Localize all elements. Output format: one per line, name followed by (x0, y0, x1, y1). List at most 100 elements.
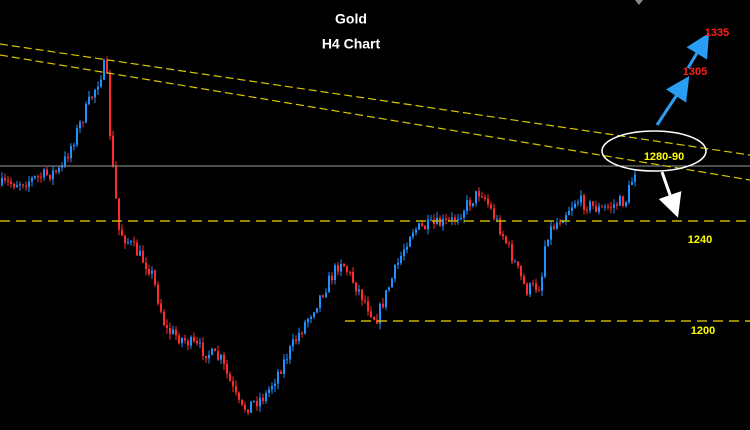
candle (304, 322, 306, 334)
candle (19, 184, 21, 186)
candle (460, 217, 462, 220)
candle (520, 265, 522, 277)
candle (484, 197, 486, 199)
candle (406, 246, 408, 250)
candle (334, 265, 336, 281)
candle (169, 327, 171, 335)
candle (502, 234, 504, 237)
candle (115, 166, 117, 199)
candle (253, 400, 255, 402)
candle (67, 156, 69, 159)
candle (382, 303, 384, 308)
candle (355, 282, 357, 292)
title: Gold (335, 11, 367, 27)
candle (292, 339, 294, 347)
candle (319, 295, 321, 308)
candle (370, 311, 372, 318)
candle (607, 206, 609, 208)
candle (385, 290, 387, 308)
candle (316, 307, 318, 313)
candle (586, 209, 588, 211)
highlight-ellipse (601, 130, 707, 172)
candle (577, 202, 579, 204)
candle (466, 200, 468, 212)
candle (418, 223, 420, 230)
candle (397, 262, 399, 265)
candle (457, 219, 459, 221)
candle (562, 221, 564, 224)
candle (298, 332, 300, 342)
candle (553, 226, 555, 229)
candle (550, 226, 552, 240)
candle (121, 229, 123, 236)
candle (469, 200, 471, 207)
candle (64, 156, 66, 166)
candle (409, 236, 411, 247)
candle (478, 191, 480, 197)
candle (109, 72, 111, 136)
candle (544, 246, 546, 277)
candle (448, 219, 450, 221)
candle (193, 337, 195, 342)
candle (241, 399, 243, 405)
candle (97, 86, 99, 90)
candle (49, 174, 51, 180)
candle (82, 122, 84, 124)
candle (589, 201, 591, 211)
candle (157, 284, 159, 304)
candle (523, 276, 525, 284)
candle (184, 337, 186, 341)
candle (364, 300, 366, 302)
candle (148, 269, 150, 274)
candle (610, 207, 612, 209)
candle (1, 177, 3, 185)
candle (505, 236, 507, 243)
candle (307, 318, 309, 323)
candle (559, 222, 561, 224)
candle (487, 198, 489, 205)
candle (340, 263, 342, 272)
candle (499, 218, 501, 235)
zone-label: 1280-90 (644, 151, 684, 163)
candle (511, 243, 513, 262)
candle (229, 373, 231, 382)
candle (73, 144, 75, 147)
candle (451, 217, 453, 220)
candle (352, 271, 354, 283)
candle (580, 195, 582, 203)
candle (481, 196, 483, 198)
candle (592, 201, 594, 206)
candle (277, 371, 279, 384)
candle (163, 311, 165, 326)
trend-line (0, 43, 750, 156)
candle (379, 303, 381, 324)
candle (88, 96, 90, 105)
candle (22, 184, 24, 186)
candle (280, 371, 282, 374)
candle (424, 225, 426, 230)
candle (166, 325, 168, 328)
candle (472, 203, 474, 207)
candle (7, 180, 9, 182)
candle (130, 241, 132, 243)
candle (178, 335, 180, 344)
candle (541, 276, 543, 291)
candle (16, 185, 18, 188)
candle (343, 263, 345, 267)
candles (1, 56, 636, 416)
candle (100, 79, 102, 87)
candle (202, 342, 204, 356)
candle (514, 261, 516, 263)
candle (52, 170, 54, 180)
candle (430, 219, 432, 221)
candle (190, 337, 192, 346)
candle (268, 389, 270, 393)
candle (631, 181, 633, 185)
candle (601, 206, 603, 208)
candle (439, 217, 441, 227)
candle (568, 210, 570, 215)
trend-line (0, 54, 750, 181)
level-label: 1240 (688, 234, 712, 246)
candle (391, 278, 393, 288)
candle (493, 208, 495, 219)
